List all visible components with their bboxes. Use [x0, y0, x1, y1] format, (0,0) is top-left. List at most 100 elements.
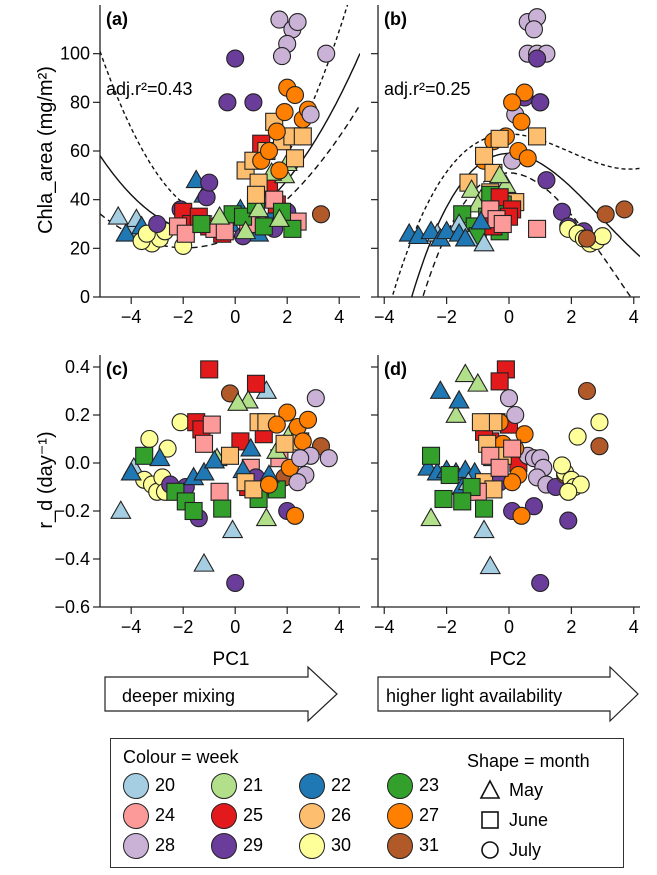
month-label-may: May [509, 780, 544, 800]
data-point [278, 403, 297, 422]
data-point [490, 372, 509, 391]
data-point [148, 214, 167, 234]
panel-label: (d) [384, 359, 407, 379]
week-swatch-27 [387, 803, 413, 829]
week-label-26: 26 [331, 805, 352, 825]
light-availability-arrow [377, 665, 639, 723]
data-point [515, 425, 534, 444]
data-point [301, 105, 320, 124]
data-point [110, 500, 132, 519]
data-point [293, 127, 312, 146]
data-point [420, 507, 442, 527]
week-label-31: 31 [419, 835, 440, 855]
data-point [467, 372, 489, 392]
data-point [593, 227, 612, 246]
data-point [202, 415, 221, 434]
month-label-july: July [509, 840, 542, 860]
y-tick-label: 60 [70, 141, 90, 161]
data-point [524, 497, 544, 516]
week-label-20: 20 [155, 775, 176, 795]
data-point [220, 446, 240, 465]
data-point [474, 499, 494, 518]
data-point [577, 381, 597, 401]
week-label-21: 21 [243, 775, 264, 795]
deeper-mixing-label: deeper mixing [122, 686, 235, 706]
data-point [267, 122, 286, 141]
data-point [590, 437, 609, 456]
data-point [184, 501, 203, 521]
x-tick-label: 0 [504, 307, 514, 327]
data-point [503, 439, 522, 458]
data-points [107, 10, 336, 255]
week-label-30: 30 [331, 835, 352, 855]
data-point [255, 507, 278, 527]
data-point [506, 405, 525, 425]
data-point [200, 360, 219, 379]
light-availability-label: higher light availability [386, 686, 562, 706]
data-point [227, 392, 249, 411]
panel-b: −4 −2 0 2 4 (b) adj.r²=0.25 [371, 5, 640, 327]
week-label-23: 23 [419, 775, 440, 795]
x-tick-label: −4 [374, 617, 395, 637]
x-tick-label: −4 [374, 307, 395, 327]
x-tick-label: 4 [334, 307, 344, 327]
data-point [272, 47, 292, 66]
pc2-label: PC2 [490, 649, 527, 670]
x-tick-label: 4 [629, 617, 639, 637]
x-tick-label: 2 [282, 307, 292, 327]
data-point [298, 410, 318, 429]
panel-d: −4 −2 0 2 4 (d) [371, 355, 640, 637]
data-point [244, 93, 263, 112]
colour-legend-title: Colour = week [123, 747, 239, 767]
shape-legend-title: Shape = month [467, 751, 590, 771]
data-point [531, 93, 550, 112]
data-point [568, 427, 587, 446]
data-point [528, 219, 547, 238]
data-point [285, 506, 305, 525]
data-point [247, 198, 270, 218]
data-point [270, 10, 289, 29]
data-point [453, 492, 472, 511]
y-tick-label: −0.6 [54, 597, 90, 617]
data-point [440, 465, 459, 485]
data-point [259, 475, 279, 494]
data-point [503, 473, 522, 492]
week-swatch-30 [299, 833, 325, 859]
data-point [311, 205, 331, 224]
data-point [275, 103, 294, 122]
data-point [488, 164, 511, 184]
data-point [537, 171, 556, 190]
data-point [490, 458, 509, 477]
data-point [531, 573, 550, 593]
y-tick-label: 20 [70, 238, 90, 258]
week-swatch-20 [123, 773, 149, 799]
data-point [479, 555, 502, 575]
data-point [429, 380, 452, 399]
data-point [512, 112, 531, 131]
data-point [200, 173, 219, 192]
data-point [246, 185, 266, 204]
data-point [107, 205, 129, 225]
data-point [445, 404, 467, 423]
data-point [226, 573, 245, 593]
data-point [234, 220, 257, 240]
month-label-june: June [509, 810, 549, 830]
legend: Colour = week Shape = month 20 21 22 23 24 25… [110, 738, 624, 868]
data-point [140, 429, 159, 449]
data-point [208, 205, 231, 225]
data-point [210, 482, 229, 501]
week-swatch-28 [123, 833, 149, 859]
x-tick-label: −4 [121, 307, 142, 327]
x-tick-label: 2 [566, 617, 576, 637]
x-tick-label: 2 [566, 307, 576, 327]
panel-c: −4 −2 0 2 4 −0.6 −0.4 −0.2 0.0 0.2 0.4 (c) [54, 355, 360, 637]
data-point [246, 374, 266, 393]
data-point [215, 222, 234, 241]
x-tick-label: 0 [504, 617, 514, 637]
week-swatch-29 [211, 833, 237, 859]
y-axis-title-c: r_d (day⁻¹) [35, 431, 57, 528]
y-tick-label: −0.4 [54, 549, 90, 569]
month-shape-square [479, 809, 501, 836]
week-swatch-23 [387, 773, 413, 799]
